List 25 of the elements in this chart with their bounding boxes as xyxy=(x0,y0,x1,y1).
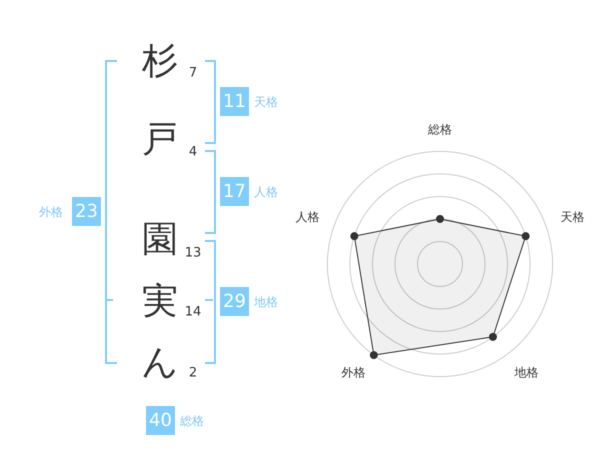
spoke-label: 地格 xyxy=(513,366,538,380)
text: 14 xyxy=(184,304,202,320)
text: 4 xyxy=(188,144,198,160)
text: 戸 xyxy=(142,119,178,160)
spoke-label: 総格 xyxy=(427,122,452,136)
text: 2 xyxy=(188,366,198,380)
text: 地格 xyxy=(254,295,278,309)
text: 総格 xyxy=(180,414,204,428)
text: ん xyxy=(142,342,178,383)
text: 23 xyxy=(72,197,101,226)
text: 園 xyxy=(142,219,178,260)
spoke-label: 外格 xyxy=(342,366,366,380)
text: 天格 xyxy=(254,95,278,109)
text: 29 xyxy=(220,287,249,316)
text: 杉 xyxy=(142,41,178,82)
text: 13 xyxy=(184,246,202,260)
text: 7 xyxy=(188,66,198,80)
text: 40 xyxy=(146,406,175,435)
text: 17 xyxy=(220,177,249,206)
text: 人格 xyxy=(254,185,278,199)
spoke-label: 人格 xyxy=(296,210,320,224)
spoke-label: 天格 xyxy=(560,210,584,224)
text: 外格 xyxy=(39,205,63,219)
text: 実 xyxy=(142,281,178,322)
text: 11 xyxy=(220,87,249,116)
